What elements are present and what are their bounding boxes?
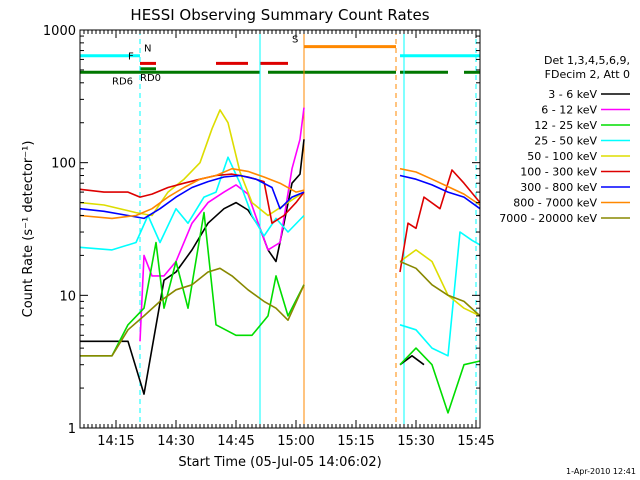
x-tick-label: 14:15	[97, 434, 134, 449]
flag-label-rd0: RD0	[140, 73, 161, 84]
flag-label-n: N	[144, 44, 151, 55]
legend-header-2: FDecim 2, Att 0	[545, 68, 630, 81]
legend: Det 1,3,4,5,6,9, FDecim 2, Att 0 3 - 6 k…	[499, 54, 630, 225]
x-axis-label: Start Time (05-Jul-05 14:06:02)	[178, 455, 381, 470]
y-tick-label: 10	[59, 289, 76, 304]
y-tick-label: 100	[51, 157, 76, 172]
x-tick-label: 15:15	[337, 434, 374, 449]
legend-label-12-25-kev: 12 - 25 keV	[534, 119, 597, 132]
series-line-3-6-kev	[80, 139, 305, 395]
series-line-800-7000-kev	[79, 167, 305, 220]
legend-label-3-6-kev: 3 - 6 keV	[548, 88, 597, 101]
x-tick-label: 15:45	[457, 434, 494, 449]
vertical-markers	[79, 30, 477, 428]
timestamp: 1-Apr-2010 12:41	[566, 467, 636, 476]
legend-label-25-50-kev: 25 - 50 keV	[534, 135, 597, 148]
x-tick-label: 15:30	[397, 434, 434, 449]
series-lines	[79, 107, 481, 414]
flag-label-f: F	[128, 51, 134, 62]
legend-label-6-12-kev: 6 - 12 keV	[541, 104, 597, 117]
legend-label-7000-20000-kev: 7000 - 20000 keV	[499, 212, 597, 225]
series-line-50-100-kev-after-gap	[399, 249, 481, 317]
legend-label-50-100-kev: 50 - 100 keV	[527, 150, 597, 163]
legend-label-800-7000-kev: 800 - 7000 keV	[513, 197, 597, 210]
flag-bars: N S F RD0 RD6	[80, 35, 480, 87]
x-tick-label: 15:00	[277, 434, 314, 449]
series-line-800-7000-kev-after-gap	[399, 167, 481, 206]
y-tick-label: 1	[68, 422, 76, 437]
legend-label-100-300-kev: 100 - 300 keV	[520, 166, 597, 179]
series-line-100-300-kev-after-gap	[399, 169, 481, 273]
series-line-300-800-kev-after-gap	[399, 174, 481, 210]
chart-title: HESSI Observing Summary Count Rates	[130, 6, 429, 24]
y-axis-ticks: 1 10 100 1000	[43, 24, 480, 437]
series-line-25-50-kev	[79, 156, 305, 251]
flag-label-s: S	[292, 35, 298, 46]
y-axis-label: Count Rate (s⁻¹ detector⁻¹)	[21, 141, 36, 318]
x-tick-label: 14:45	[217, 434, 254, 449]
legend-header-1: Det 1,3,4,5,6,9,	[544, 54, 630, 67]
series-line-12-25-kev	[80, 211, 305, 357]
x-tick-label: 14:30	[157, 434, 194, 449]
series-line-12-25-kev-after-gap	[399, 347, 481, 414]
y-tick-label: 1000	[43, 24, 76, 39]
series-line-7000-20000-kev	[80, 267, 305, 357]
series-line-6-12-kev	[139, 107, 305, 342]
x-axis-ticks: 14:15 14:30 14:45 15:00 15:15 15:30 15:45	[79, 30, 495, 449]
flag-label-rd6: RD6	[112, 76, 133, 87]
series-line-7000-20000-kev-after-gap	[399, 260, 481, 317]
series-line-3-6-kev-after-gap	[399, 354, 425, 366]
series-line-25-50-kev-after-gap	[399, 231, 481, 357]
series-line-50-100-kev	[79, 109, 305, 217]
legend-label-300-800-kev: 300 - 800 keV	[520, 181, 597, 194]
